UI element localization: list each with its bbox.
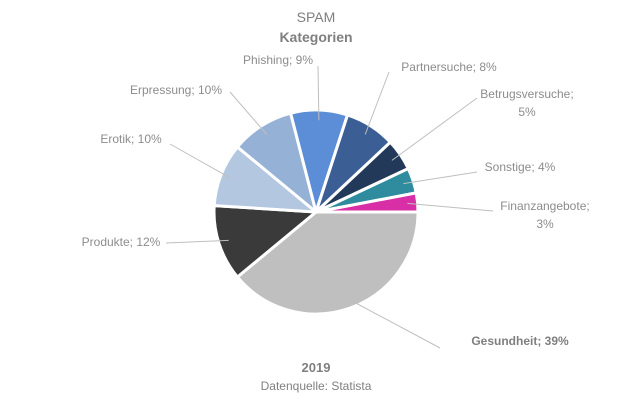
slice-label-erotik: Erotik; 10% — [100, 132, 162, 146]
pie-slice-produkte — [212, 204, 318, 279]
leader-line-phishing — [317, 65, 320, 121]
leader-line-erotik — [169, 143, 231, 179]
slice-label-finanzangebote-line1: Finanzangebote; — [500, 199, 589, 213]
chart-subtitle: Kategorien — [279, 29, 352, 45]
chart-title: SPAM — [297, 9, 336, 25]
footer-source: Datenquelle: Statista — [261, 379, 372, 393]
pie-slice-gesundheit — [235, 210, 420, 316]
slice-label-betrugsversuche-line1: Betrugsversuche; — [480, 87, 573, 101]
slice-label-erpressung: Erpressung; 10% — [130, 83, 222, 97]
slice-label-betrugsversuche-line2: 5% — [518, 105, 536, 119]
pie-slices — [212, 108, 420, 316]
slice-label-phishing: Phishing; 9% — [243, 53, 313, 67]
leader-line-erpressung — [229, 91, 268, 135]
leader-line-finanzangebote — [407, 202, 494, 212]
slice-label-produkte: Produkte; 12% — [82, 235, 161, 249]
pie-slice-finanzangebote — [314, 191, 420, 214]
footer-year: 2019 — [302, 360, 331, 375]
slice-label-sonstige: Sonstige; 4% — [485, 160, 556, 174]
leader-line-gesundheit — [346, 297, 441, 349]
slice-label-gesundheit: Gesundheit; 39% — [471, 334, 569, 348]
leader-line-sonstige — [403, 171, 478, 185]
slice-labels: Gesundheit; 39% Produkte; 12% Erotik; 10% E… — [82, 53, 590, 348]
leader-line-betrugsversuche — [391, 97, 478, 161]
leader-line-partnersuche — [364, 71, 390, 135]
leader-line-produkte — [165, 239, 229, 244]
slice-label-partnersuche: Partnersuche; 8% — [401, 60, 497, 74]
leader-lines — [165, 65, 494, 349]
slice-label-finanzangebote-line2: 3% — [536, 217, 554, 231]
